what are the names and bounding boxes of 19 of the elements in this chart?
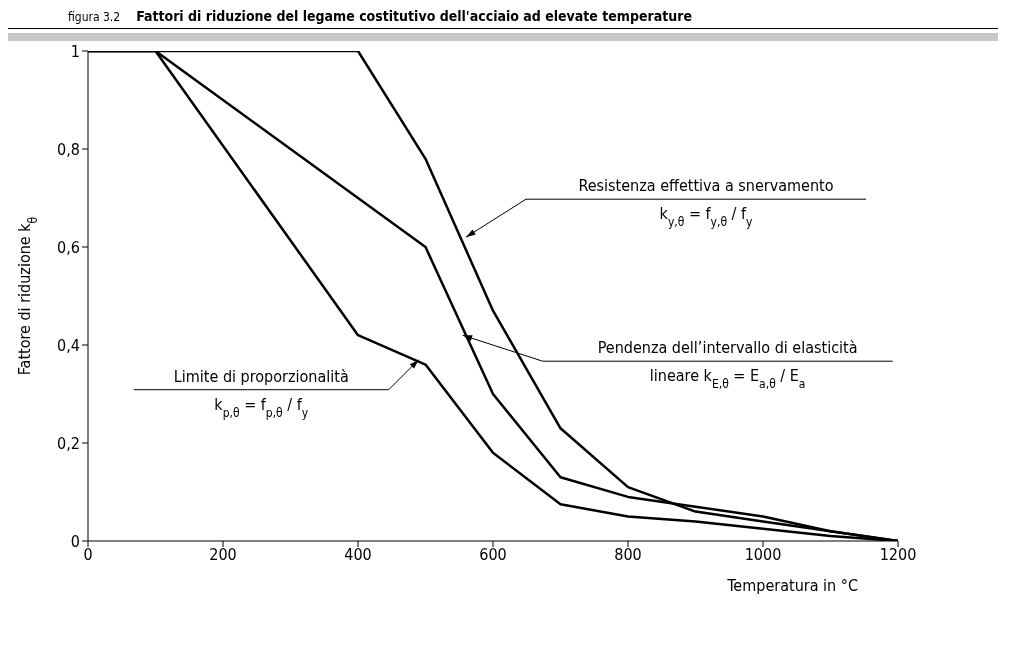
x-tick-label: 800 xyxy=(614,545,642,565)
annotation: Pendenza dell’intervallo di elasticità lineare k$_{E,θ}$ = E$_{a,θ}$ / E$_{a}$ xyxy=(597,338,858,392)
x-tick-label: 600 xyxy=(479,545,507,565)
x-tick-label: 0 xyxy=(83,545,93,565)
y-tick-label: 0,6 xyxy=(57,237,80,257)
y-tick-label: 0,2 xyxy=(57,433,80,453)
x-tick-label: 200 xyxy=(209,545,237,565)
x-axis-title: Temperatura in °C xyxy=(726,576,858,595)
y-tick-label: 1 xyxy=(70,41,80,61)
y-tick-label: 0,8 xyxy=(57,139,80,159)
chart-subtitle: figura 3.2 xyxy=(68,10,121,24)
chart-title: Fattori di riduzione del legame costitutivo dell'acciaio ad elevate temperature xyxy=(136,8,692,24)
annotation: Resistenza effettiva a snervamento k$_{y,θ}$ = f$_{y,θ}$ / f$_{y}$ xyxy=(578,176,834,230)
x-tick-label: 1200 xyxy=(879,545,917,565)
x-tick-label: 1000 xyxy=(744,545,782,565)
annotation: Limite di proporzionalità k$_{p,θ}$ = f$_{p,θ}$ / f$_{y}$ xyxy=(173,366,349,420)
y-tick-label: 0,4 xyxy=(57,335,80,355)
y-tick-label: 0 xyxy=(70,531,80,551)
x-tick-label: 400 xyxy=(344,545,372,565)
